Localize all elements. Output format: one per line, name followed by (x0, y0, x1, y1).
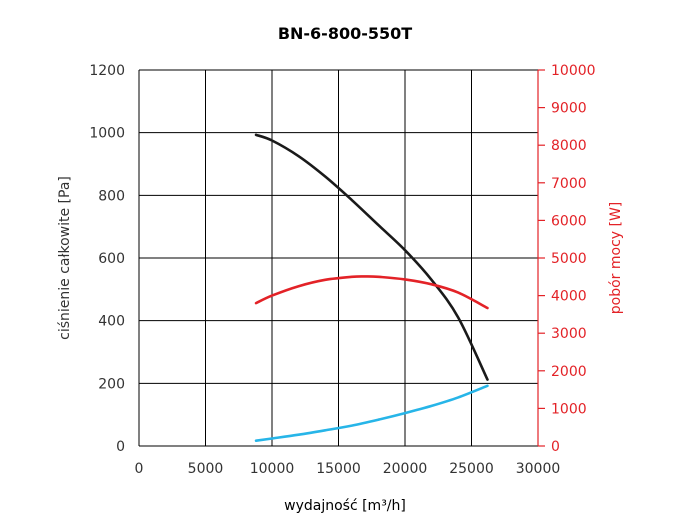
x-tick-label: 25000 (449, 461, 494, 477)
right-tick-label: 5000 (551, 251, 587, 267)
pressure-curve (254, 133, 489, 381)
right-tick-label: 7000 (551, 176, 587, 192)
right-tick-label: 9000 (551, 101, 587, 117)
right-tick-label: 1000 (551, 401, 587, 417)
right-tick-label: 3000 (551, 326, 587, 342)
right-tick-label: 2000 (551, 364, 587, 380)
x-tick-label: 5000 (188, 461, 224, 477)
right-axis-label: pobór mocy [W] (608, 202, 624, 315)
x-tick-label: 30000 (516, 461, 561, 477)
x-axis-label: wydajność [m³/h] (284, 498, 406, 514)
right-tick-label: 8000 (551, 138, 587, 154)
left-axis-ticks: 0 200 400 600 800 1000 1200 (89, 63, 125, 455)
x-tick-label: 10000 (250, 461, 295, 477)
grid (138, 69, 539, 447)
efficiency-curve (254, 384, 489, 442)
left-tick-label: 1200 (89, 63, 125, 79)
x-tick-label: 0 (135, 461, 144, 477)
x-axis-ticks: 0 5000 10000 15000 20000 25000 30000 (135, 461, 561, 477)
left-tick-label: 200 (98, 376, 125, 392)
right-tick-label: 0 (551, 439, 560, 455)
left-axis-label: ciśnienie całkowite [Pa] (57, 176, 73, 340)
x-tick-label: 20000 (383, 461, 428, 477)
right-tick-label: 10000 (551, 63, 596, 79)
left-tick-label: 0 (116, 439, 125, 455)
left-tick-label: 800 (98, 188, 125, 204)
right-tick-label: 4000 (551, 289, 587, 305)
power-curve (254, 275, 489, 310)
left-tick-label: 400 (98, 314, 125, 330)
left-tick-label: 1000 (89, 126, 125, 142)
series-lines (254, 133, 489, 442)
x-tick-label: 15000 (316, 461, 361, 477)
chart-title: BN-6-800-550T (278, 24, 412, 43)
right-axis-ticks: 0 1000 2000 3000 4000 5000 6000 7000 8000 9000 100… (537, 63, 596, 455)
left-tick-label: 600 (98, 251, 125, 267)
right-tick-label: 6000 (551, 213, 587, 229)
